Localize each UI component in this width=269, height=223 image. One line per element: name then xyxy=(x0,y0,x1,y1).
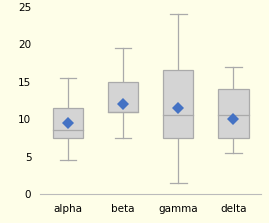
FancyBboxPatch shape xyxy=(163,70,193,138)
FancyBboxPatch shape xyxy=(218,89,249,138)
FancyBboxPatch shape xyxy=(108,82,138,112)
FancyBboxPatch shape xyxy=(53,108,83,138)
